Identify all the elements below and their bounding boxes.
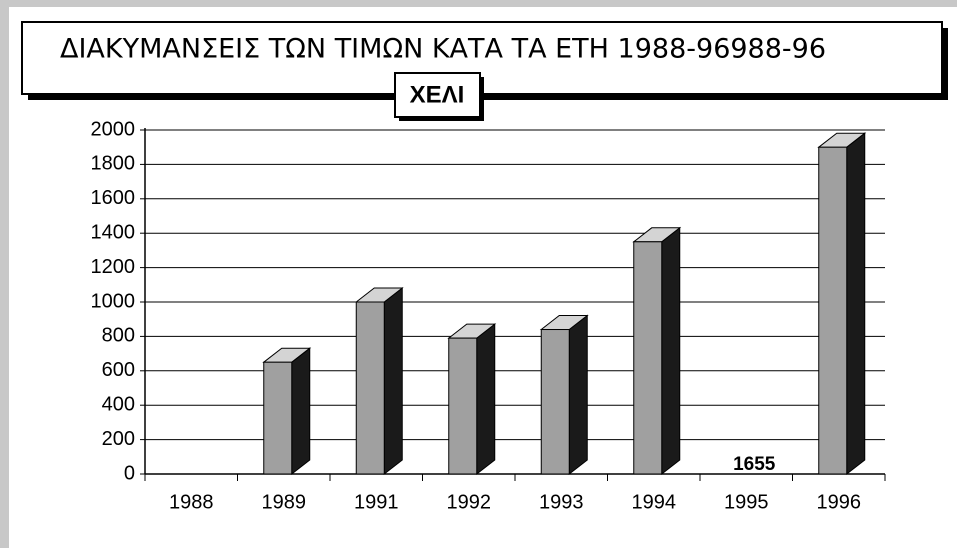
y-tick-label: 1800 — [91, 153, 136, 175]
x-tick-label: 1993 — [539, 491, 584, 513]
scan-border-left — [0, 0, 9, 548]
x-tick-label: 1989 — [262, 491, 307, 513]
y-tick-label: 800 — [102, 325, 135, 347]
y-tick-label: 1400 — [91, 221, 136, 243]
x-tick-label: 1994 — [632, 491, 677, 513]
bar-side — [661, 226, 681, 476]
y-tick-label: 600 — [102, 359, 135, 381]
bar — [355, 301, 385, 475]
x-tick-label: 1991 — [354, 491, 399, 513]
chart-title: ΔΙΑΚΥΜΑΝΣΕΙΣ ΤΩΝ ΤΙΜΩΝ ΚΑΤΑ ΤΑ ΕΤΗ 1988-… — [60, 34, 826, 65]
x-tick-label: 1995 — [724, 491, 769, 513]
y-tick-label: 1600 — [91, 187, 136, 209]
x-tick-label: 1992 — [447, 491, 492, 513]
bar-side — [383, 286, 403, 476]
subtitle-box — [394, 72, 481, 118]
y-tick-label: 1200 — [91, 256, 136, 278]
bar — [540, 329, 570, 475]
bar — [448, 337, 478, 475]
chart-subtitle: ΧΕΛΙ — [410, 81, 465, 108]
y-tick-label: 400 — [102, 393, 135, 415]
y-tick-label: 200 — [102, 428, 135, 450]
bar-side — [846, 132, 866, 476]
annotation: 1655 — [733, 454, 776, 475]
bar — [263, 361, 293, 475]
bar-side — [291, 347, 311, 476]
y-tick-label: 0 — [124, 462, 135, 484]
bar-side — [476, 323, 496, 476]
bar — [818, 146, 848, 475]
y-tick-label: 1000 — [91, 290, 136, 312]
bar — [633, 241, 663, 475]
bar-side — [568, 314, 588, 476]
x-tick-label: 1988 — [169, 491, 214, 513]
x-tick-label: 1996 — [817, 491, 862, 513]
y-tick-label: 2000 — [91, 118, 136, 140]
scan-border-top — [0, 0, 957, 7]
